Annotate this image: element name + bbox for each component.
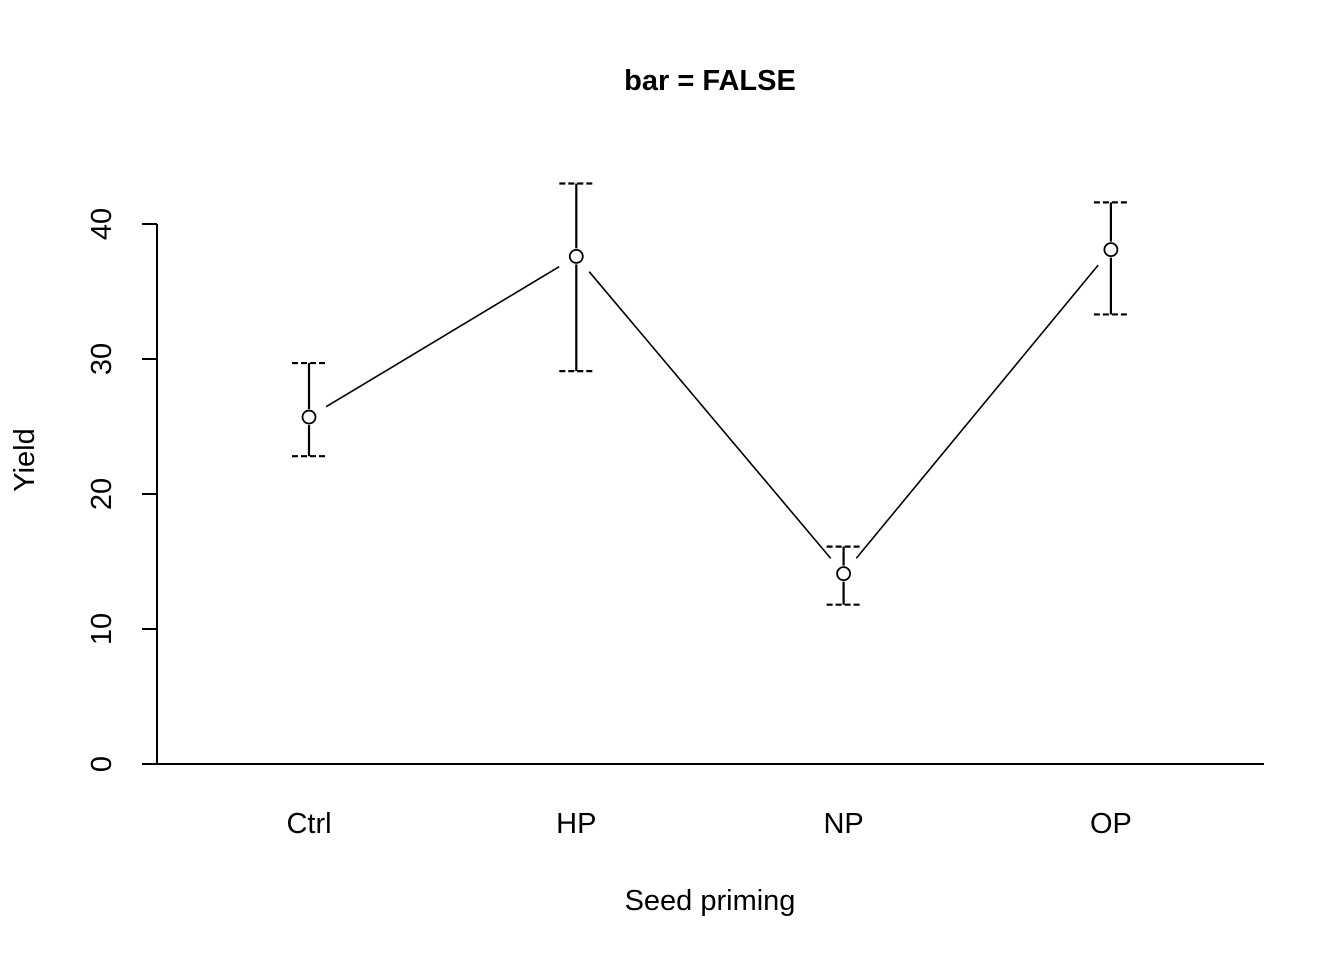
y-ticks: 0 10 20 30 40 (86, 208, 157, 772)
data-points (301, 242, 1119, 582)
series-line-segment-2 (855, 264, 1099, 559)
y-axis-label: Yield (9, 428, 41, 491)
chart-title: bar = FALSE (624, 65, 796, 97)
series-lines (325, 264, 1099, 559)
y-tick-label-2: 20 (86, 478, 118, 510)
x-ticks: Ctrl HP NP OP (286, 808, 1131, 840)
x-tick-label-2: NP (823, 808, 863, 840)
y-tick-label-4: 40 (86, 208, 118, 240)
y-tick-label-0: 0 (86, 756, 118, 772)
y-tick-label-3: 30 (86, 343, 118, 375)
x-tick-label-1: HP (556, 808, 596, 840)
data-point-3 (1103, 242, 1119, 258)
x-axis-label: Seed priming (625, 885, 796, 917)
y-tick-label-1: 10 (86, 613, 118, 645)
x-tick-label-0: Ctrl (286, 808, 331, 840)
data-point-0 (301, 409, 317, 425)
error-bars (292, 182, 1128, 606)
x-tick-label-3: OP (1090, 808, 1132, 840)
series-line-segment-0 (325, 266, 560, 408)
data-point-2 (836, 566, 851, 582)
series-line-segment-1 (588, 271, 832, 559)
data-point-1 (568, 248, 584, 264)
